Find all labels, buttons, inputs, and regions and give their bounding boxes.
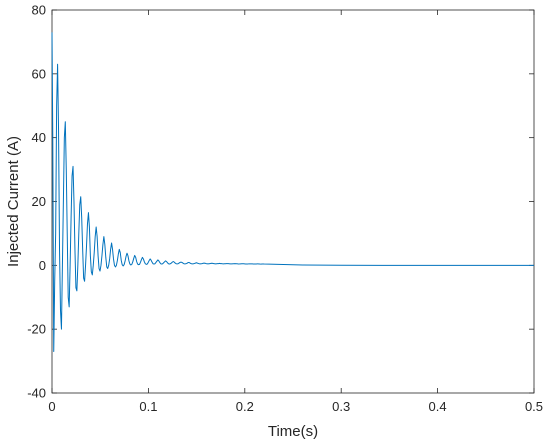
y-tick-label: 20: [32, 194, 46, 209]
x-tick-label: 0.4: [429, 399, 447, 414]
x-tick-label: 0.2: [236, 399, 254, 414]
y-axis: -40 -20 0 20 40 60 80: [27, 3, 534, 401]
y-tick-label: 40: [32, 130, 46, 145]
y-tick-label: -40: [27, 386, 46, 401]
y-axis-label: Injected Current (A): [5, 136, 22, 267]
axes-frame: [51, 9, 535, 394]
y-tick-label: 0: [39, 258, 46, 273]
x-tick-label: 0.1: [139, 399, 157, 414]
series-layer: [51, 32, 534, 353]
y-tick-label: 80: [32, 3, 46, 18]
x-axis-label: Time(s): [268, 423, 318, 440]
x-tick-label: 0: [48, 399, 55, 414]
x-tick-label: 0.3: [332, 399, 350, 414]
series-line: [51, 32, 534, 353]
plot-area-border: [51, 9, 535, 394]
x-axis: 0 0.1 0.2 0.3 0.4 0.5: [48, 10, 543, 414]
y-tick-label: -20: [27, 322, 46, 337]
x-tick-label: 0.5: [525, 399, 543, 414]
y-tick-label: 60: [32, 66, 46, 81]
